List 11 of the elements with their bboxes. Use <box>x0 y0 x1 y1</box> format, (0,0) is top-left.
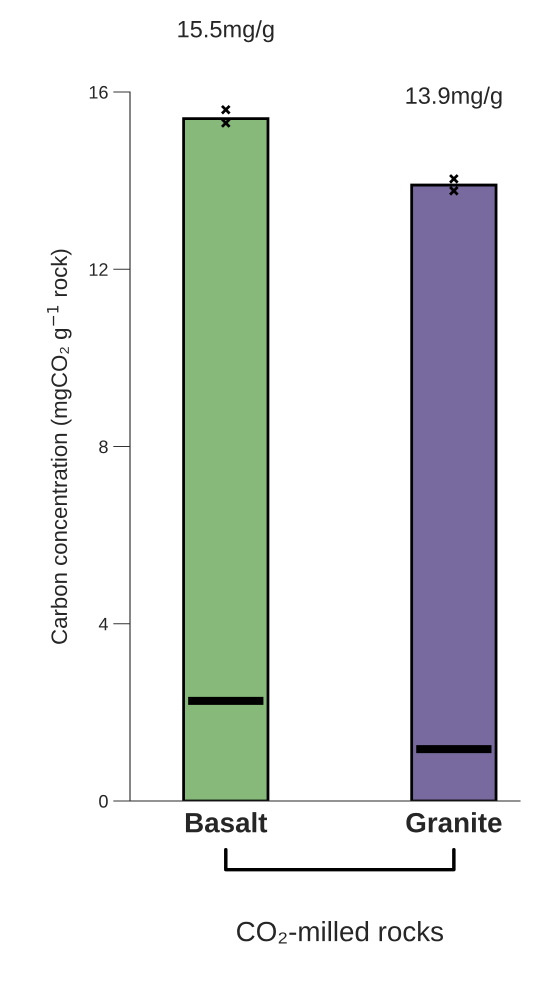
y-tick-label: 0 <box>99 794 108 808</box>
y-tick-label: 12 <box>90 263 108 276</box>
x-axis-title: CO₂-milled rocks <box>237 920 443 944</box>
text: 15.5mg/g <box>178 20 274 42</box>
y-tick-label: 8 <box>99 440 108 454</box>
y-tick-label: 4 <box>98 618 108 630</box>
y-axis-title: Carbon concentration (mgCO₂ g$^{−1}$ rock) <box>47 250 72 644</box>
y-tick-label: 16 <box>90 86 108 99</box>
x-tick-label: Granite <box>406 812 502 833</box>
annotation: 13.9mg/g <box>406 86 502 109</box>
x-tick-label: Basalt <box>186 812 268 833</box>
